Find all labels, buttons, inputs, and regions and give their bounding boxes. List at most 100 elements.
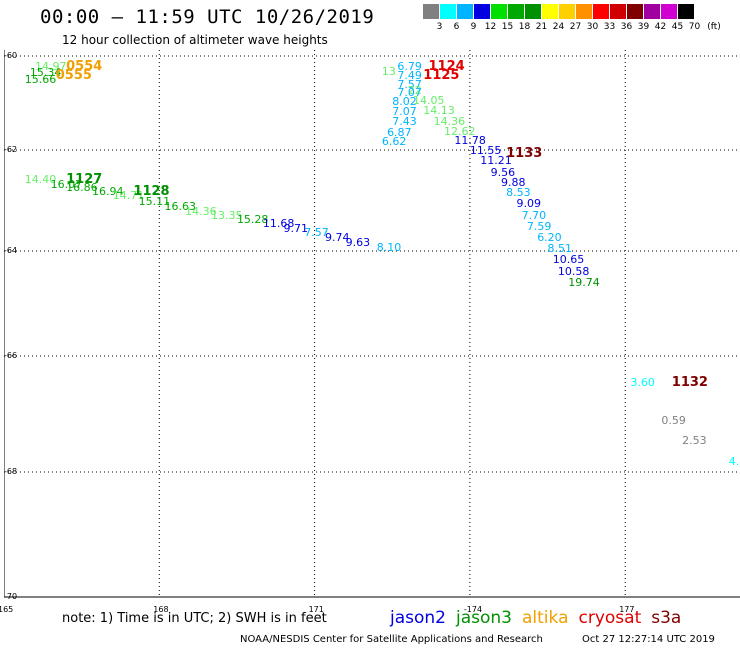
- scale-label: 24: [552, 22, 565, 32]
- pass-time-label: 1125: [423, 68, 460, 84]
- scale-cell: [542, 4, 559, 19]
- satellite-legend-s3a: s3a: [651, 608, 682, 628]
- wave-height-label: 7.43: [392, 115, 417, 129]
- pass-time-label: 1127: [66, 172, 103, 188]
- pass-time-label: 1133: [506, 146, 543, 162]
- wave-height-label: 8.53: [506, 186, 531, 200]
- scale-label: 9: [470, 22, 477, 32]
- page-title: 00:00 — 11:59 UTC 10/26/2019: [40, 6, 375, 28]
- wave-height-label: 2.53: [682, 433, 707, 447]
- scale-label: 33: [603, 22, 616, 32]
- wave-height-label: 16.63: [164, 199, 196, 213]
- scale-cell: [627, 4, 644, 19]
- scale-label: 12: [484, 22, 497, 32]
- lon-tick-label: 177: [619, 605, 635, 614]
- scale-label: 21: [535, 22, 548, 32]
- wave-height-label: 9.74: [324, 230, 350, 244]
- generated-timestamp: Oct 27 12:27:14 UTC 2019: [582, 634, 715, 645]
- scale-label: 27: [569, 22, 582, 32]
- wave-height-label: 19.74: [568, 276, 600, 290]
- wave-height-label: 11.68: [262, 217, 295, 231]
- wave-height-label: 15.28: [236, 212, 269, 226]
- scale-cell: [576, 4, 593, 19]
- wave-height-label: 15.34: [29, 66, 62, 80]
- altimeter-map: -60 -62 -64 -66 -68 -70 165 168 171 -174 177 14.97 1…: [0, 50, 740, 614]
- wave-height-label: 15.66: [24, 72, 57, 86]
- wave-height-label: 7.70: [521, 208, 547, 222]
- lon-tick-label: 165: [0, 605, 14, 614]
- wave-height-label: 6.79: [397, 59, 422, 73]
- lon-tick-label: -174: [463, 605, 483, 614]
- satellite-legend: jason2 jason3 altika cryosat s3a: [390, 608, 691, 628]
- wave-height-label: 14.36: [433, 115, 466, 129]
- wave-height-label: 22: [407, 84, 422, 98]
- scale-label: 30: [586, 22, 599, 32]
- wave-height-label: 16.07: [50, 178, 83, 192]
- wave-height-label: 13: [381, 65, 396, 79]
- scale-cell: [457, 4, 474, 19]
- pass-time-label: 0554: [66, 58, 103, 74]
- footer-note: note: 1) Time is in UTC; 2) SWH is in fe…: [62, 611, 327, 626]
- wave-height-label: 8.51: [547, 241, 573, 255]
- scale-label: 15: [501, 22, 514, 32]
- wave-height-label: 8.10: [376, 240, 402, 254]
- pass-time-label: 1124: [428, 58, 465, 74]
- lon-tick-label: 171: [308, 605, 324, 614]
- wave-height-label: 15.11: [138, 194, 171, 208]
- wave-height-label: 14.71: [112, 189, 145, 203]
- wave-height-label: 10.65: [552, 253, 585, 267]
- wave-height-label: 14.40: [24, 173, 57, 187]
- pass-time-label: 1128: [133, 184, 170, 200]
- color-scale: [423, 4, 695, 20]
- scale-cell: [610, 4, 627, 19]
- wave-height-label: 9.56: [490, 166, 516, 180]
- lat-tick-label: -60: [4, 51, 18, 60]
- scale-label: 3: [436, 22, 443, 32]
- map-grid: [4, 50, 740, 598]
- scale-cell: [559, 4, 576, 19]
- wave-height-label: 8.02: [392, 95, 417, 109]
- scale-label: 6: [453, 22, 460, 32]
- scale-unit: (ft): [707, 22, 721, 32]
- wave-height-label: 6.62: [381, 134, 407, 148]
- satellite-legend-jason2: jason2: [390, 608, 446, 628]
- scale-label: 42: [654, 22, 667, 32]
- scale-cell: [678, 4, 695, 19]
- wave-height-label: 7.59: [526, 219, 552, 233]
- wave-height-label: 7.57: [304, 226, 329, 240]
- wave-height-label: 3.60: [630, 375, 655, 389]
- credit-line: NOAA/NESDIS Center for Satellite Applica…: [240, 634, 543, 645]
- wave-height-label: 11.21: [480, 154, 512, 168]
- wave-height-label: 7.49: [397, 69, 422, 83]
- scale-cell: [474, 4, 491, 19]
- wave-height-label: 14.13: [423, 103, 455, 117]
- scale-cell: [644, 4, 661, 19]
- satellite-legend-cryosat: cryosat: [578, 608, 642, 628]
- wave-height-label: 9.88: [500, 176, 526, 190]
- scale-label: 70: [688, 22, 701, 32]
- wave-height-label: 9.09: [516, 197, 541, 211]
- wave-height-label: 7.57: [397, 77, 422, 91]
- satellite-legend-altika: altika: [522, 608, 569, 628]
- page-subtitle: 12 hour collection of altimeter wave hei…: [62, 33, 328, 47]
- scale-cell: [440, 4, 457, 19]
- wave-height-label: 16.94: [92, 185, 124, 199]
- wave-height-label: 13.35: [211, 208, 243, 222]
- wave-height-label: 6.87: [387, 125, 412, 139]
- scale-cell: [508, 4, 525, 19]
- wave-height-label: 10.58: [557, 264, 590, 278]
- scale-cell: [661, 4, 678, 19]
- scale-label: 39: [637, 22, 650, 32]
- wave-height-label: 14.36: [185, 204, 217, 218]
- pass-time-label: 1132: [671, 374, 708, 390]
- lat-tick-label: -66: [4, 351, 18, 360]
- wave-height-label: 16.86: [66, 180, 98, 194]
- wave-height-label: 4.47: [728, 454, 740, 468]
- wave-height-label: 6.20: [537, 230, 562, 244]
- scale-cell: [593, 4, 610, 19]
- wave-height-label: 7.07: [397, 86, 422, 100]
- wave-height-label: 7.07: [392, 104, 417, 118]
- wave-height-label: 14.05: [412, 94, 445, 108]
- wave-height-label: 14.97: [35, 59, 67, 73]
- lat-tick-label: -70: [4, 592, 18, 601]
